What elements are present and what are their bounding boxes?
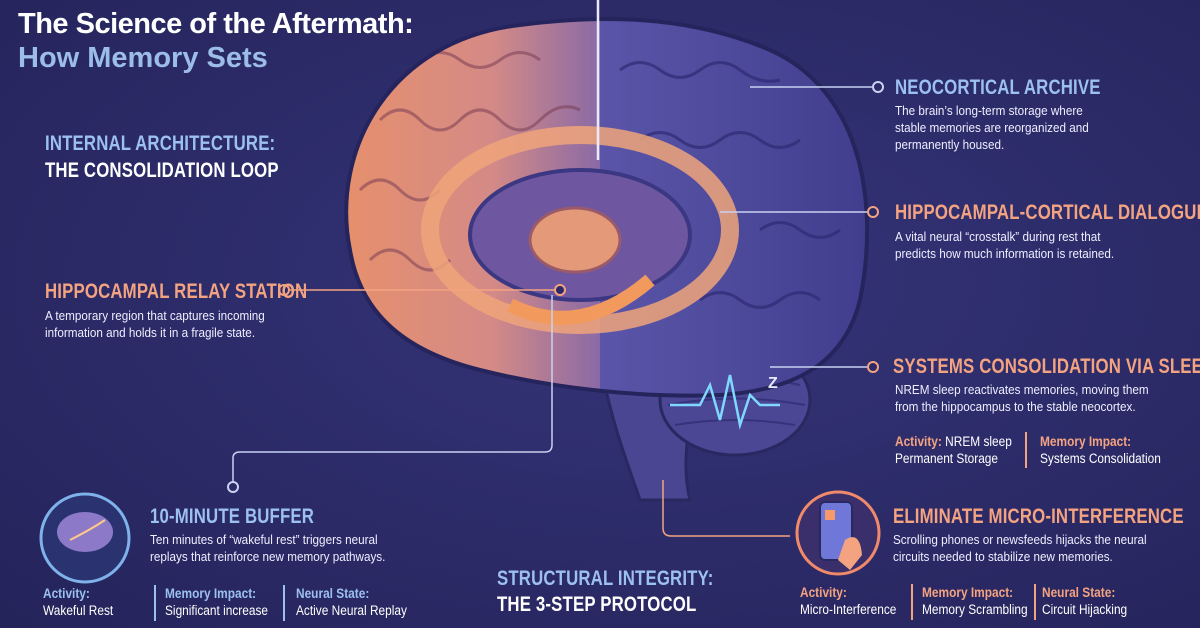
- page-subtitle: How Memory Sets: [18, 42, 268, 74]
- buffer-desc-2: replays that reinforce new memory pathwa…: [150, 549, 386, 564]
- dialogue-node: [867, 206, 879, 218]
- interference-stat-activity: Activity: Micro-Interference: [800, 585, 897, 617]
- buffer-stat-activity: Activity: Wakeful Rest: [43, 586, 114, 618]
- sleep-z: Z: [768, 375, 778, 392]
- buffer-heading: 10-MINUTE BUFFER: [150, 505, 315, 528]
- dialogue-heading: HIPPOCAMPAL-CORTICAL DIALOGUE: [895, 201, 1200, 224]
- relay-desc-1: A temporary region that captures incomin…: [45, 308, 265, 323]
- relay-desc-2: information and holds it in a fragile st…: [45, 325, 256, 340]
- neocortical-desc-3: permanently housed.: [895, 137, 1005, 152]
- sleep-stat-impact: Memory Impact: Systems Consolidation: [1040, 434, 1161, 466]
- dialogue-desc-2: predicts how much information is retaine…: [895, 246, 1115, 261]
- internal-architecture-heading: INTERNAL ARCHITECTURE:: [45, 132, 276, 155]
- sleep-node: [867, 361, 879, 373]
- buffer-stat-neural: Neural State: Active Neural Replay: [296, 586, 407, 618]
- structural-integrity-heading: STRUCTURAL INTEGRITY:: [497, 567, 714, 590]
- consolidation-loop-heading: THE CONSOLIDATION LOOP: [45, 159, 279, 182]
- buffer-stat-impact: Memory Impact: Significant increase: [165, 586, 269, 618]
- smartphone-hand-icon: [795, 490, 881, 576]
- sleep-wave-icon: [670, 374, 780, 430]
- connector-lines: [232, 86, 872, 482]
- sleep-desc-2: from the hippocampus to the stable neoco…: [895, 399, 1136, 414]
- interference-desc-2: circuits needed to stabilize new memorie…: [893, 549, 1113, 564]
- buffer-desc-1: Ten minutes of “wakeful rest” triggers n…: [150, 532, 378, 547]
- interference-stat-neural: Neural State: Circuit Hijacking: [1042, 585, 1128, 617]
- neocortical-desc-2: stable memories are reorganized and: [895, 120, 1089, 135]
- dialogue-desc-1: A vital neural “crosstalk” during rest t…: [895, 229, 1101, 244]
- interference-desc-1: Scrolling phones or newsfeeds hijacks th…: [893, 532, 1147, 547]
- page-title: The Science of the Aftermath:: [18, 8, 414, 40]
- interference-stat-impact: Memory Impact: Memory Scrambling: [922, 585, 1028, 617]
- relay-heading: HIPPOCAMPAL RELAY STATION: [45, 280, 308, 303]
- neocortical-desc-1: The brain’s long-term storage where: [895, 103, 1083, 118]
- interference-heading: ELIMINATE MICRO-INTERFERENCE: [893, 505, 1184, 528]
- hippocampus-node: [554, 284, 566, 296]
- sleep-desc-1: NREM sleep reactivates memories, moving …: [895, 382, 1149, 397]
- three-step-protocol-heading: THE 3-STEP PROTOCOL: [497, 593, 697, 616]
- neocortical-heading: NEOCORTICAL ARCHIVE: [895, 76, 1101, 99]
- sleep-stat-activity: Activity: NREM sleep Permanent Storage: [895, 434, 1012, 466]
- neocortical-node: [872, 81, 884, 93]
- glowing-brain-icon: [39, 492, 131, 584]
- relay-node: [278, 284, 290, 296]
- sleep-heading: SYSTEMS CONSOLIDATION VIA SLEEP: [893, 355, 1200, 378]
- buffer-node: [227, 481, 239, 493]
